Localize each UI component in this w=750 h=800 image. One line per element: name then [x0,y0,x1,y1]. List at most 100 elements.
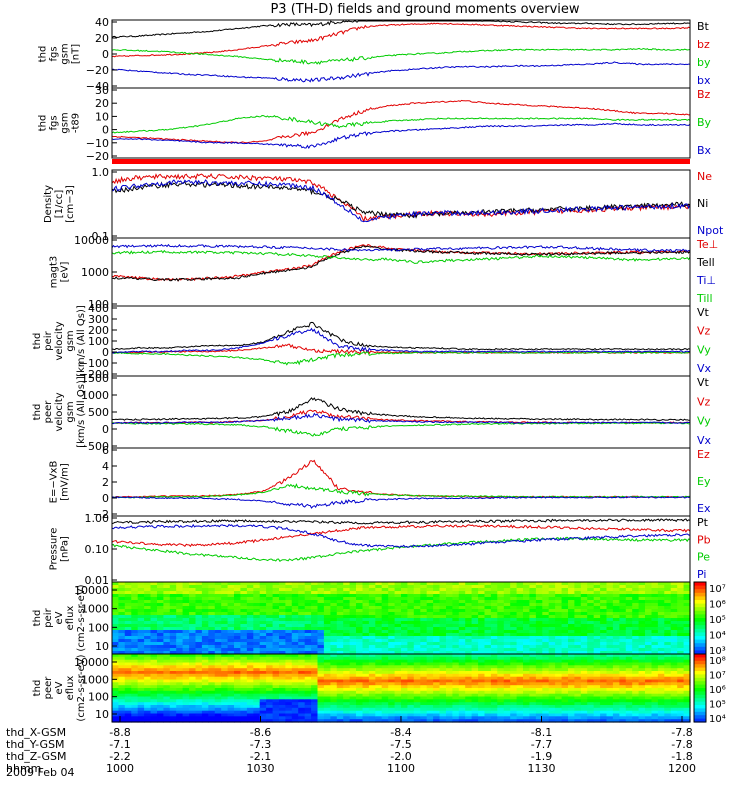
heatmap-cell [304,636,312,640]
heatmap-cell [683,639,691,643]
heatmap-cell [683,707,691,712]
heatmap-cell [368,606,376,610]
heatmap-cell [137,676,145,681]
heatmap-cell [298,719,306,723]
heatmap-cell [291,705,299,709]
heatmap-cell [266,656,274,661]
heatmap-cell [201,618,209,622]
heatmap-cell [625,702,633,706]
y-tick-label: 400 [88,302,109,315]
heatmap-cell [568,713,575,717]
heatmap-cell [195,702,203,706]
heatmap-cell [163,716,171,720]
heatmap-cell [150,679,158,683]
heatmap-cell [413,688,421,692]
heatmap-cell [574,642,582,646]
heatmap-cell [446,645,453,649]
heatmap-cell [368,642,376,646]
heatmap-cell [317,636,325,640]
heatmap-cell [510,699,518,703]
heatmap-cell [201,690,209,695]
heatmap-cell [542,627,550,631]
heatmap-cell [259,707,267,712]
heatmap-cell [683,665,691,669]
heatmap-cell [670,582,678,586]
x-row-value: -7.3 [250,738,271,751]
heatmap-cell [298,633,306,637]
heatmap-cell [349,645,357,649]
heatmap-cell [189,710,197,715]
heatmap-cell [574,656,582,661]
heatmap-cell [542,662,550,666]
heatmap-cell [452,651,460,655]
heatmap-cell [311,612,319,616]
heatmap-cell [638,716,646,720]
heatmap-cell [645,719,652,723]
heatmap-cell [343,582,351,586]
heatmap-cell [375,699,383,703]
heatmap-cell [189,688,197,692]
heatmap-cell [401,654,408,658]
heatmap-cell [465,642,473,646]
heatmap-cell [632,710,640,715]
heatmap-cell [214,668,222,672]
heatmap-cell [279,597,286,601]
colorbar-segment [694,646,706,651]
heatmap-cell [413,612,421,616]
heatmap-cell [535,648,543,652]
heatmap-cell [356,682,363,686]
heatmap-cell [259,662,267,666]
heatmap-cell [568,591,575,595]
heatmap-cell [221,609,229,613]
heatmap-cell [619,679,627,683]
heatmap-cell [169,642,177,646]
heatmap-cell [446,585,453,589]
heatmap-cell [683,662,691,666]
heatmap-cell [555,585,563,589]
heatmap-cell [433,609,441,613]
heatmap-cell [542,699,550,703]
heatmap-cell [568,679,575,683]
heatmap-cell [388,651,396,655]
heatmap-cell [214,648,222,652]
heatmap-cell [285,642,293,646]
heatmap-cell [638,702,646,706]
heatmap-cell [600,621,608,625]
heatmap-cell [227,673,235,678]
heatmap-cell [542,713,550,717]
legend-label: Vx [697,434,712,447]
heatmap-cell [625,609,633,613]
heatmap-cell [304,676,312,681]
y-tick-label: 0 [102,124,109,137]
heatmap-cell [343,621,351,625]
heatmap-cell [150,716,158,720]
heatmap-cell [182,636,190,640]
heatmap-cell [368,651,376,655]
colorbar-segment [694,607,706,612]
heatmap-cell [625,699,633,703]
heatmap-cell [651,591,659,595]
heatmap-cell [645,707,652,712]
heatmap-cell [542,633,550,637]
heatmap-cell [240,665,248,669]
heatmap-cell [439,645,447,649]
heatmap-cell [407,615,415,619]
heatmap-cell [246,600,254,604]
heatmap-cell [131,582,139,586]
heatmap-cell [330,671,338,675]
heatmap-cell [490,651,498,655]
heatmap-cell [163,645,171,649]
heatmap-cell [381,710,389,715]
heatmap-cell [169,685,177,689]
heatmap-cell [555,682,563,686]
heatmap-cell [208,662,216,666]
heatmap-cell [195,705,203,709]
heatmap-cell [478,688,486,692]
heatmap-cell [195,606,203,610]
heatmap-cell [420,705,428,709]
heatmap-cell [407,702,415,706]
heatmap-cell [330,588,338,592]
y-tick-label: 10000 [74,234,109,247]
heatmap-cell [368,600,376,604]
